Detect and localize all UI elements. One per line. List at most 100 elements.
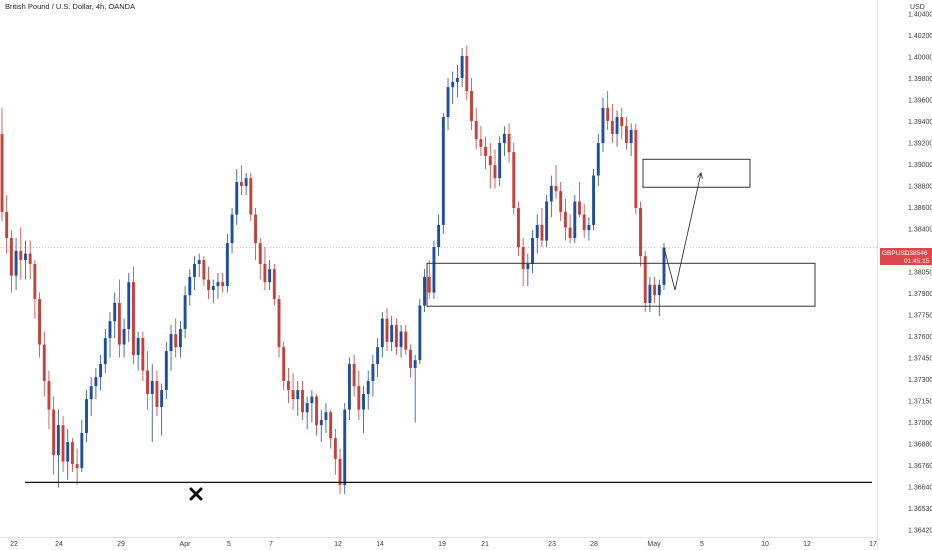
time-tick-label: 17 bbox=[869, 541, 877, 548]
candle bbox=[484, 136, 488, 170]
projection-arrow[interactable] bbox=[663, 171, 703, 291]
candle bbox=[150, 364, 154, 443]
price-tick-label: 1.37300 bbox=[908, 377, 932, 384]
candle bbox=[657, 279, 661, 316]
time-tick-label: 12 bbox=[334, 541, 342, 548]
candle bbox=[207, 266, 211, 300]
candle bbox=[634, 123, 638, 215]
candle bbox=[38, 292, 42, 358]
price-tick-label: 1.38800 bbox=[908, 184, 932, 191]
candle bbox=[380, 312, 384, 358]
candle bbox=[535, 214, 539, 254]
candle bbox=[19, 227, 23, 280]
candle bbox=[338, 448, 342, 495]
candle bbox=[531, 230, 534, 274]
candle bbox=[103, 328, 107, 374]
candle bbox=[301, 380, 304, 420]
candle bbox=[540, 208, 544, 248]
time-tick-label: 14 bbox=[376, 541, 384, 548]
candle bbox=[33, 260, 37, 319]
candle bbox=[629, 123, 633, 157]
candle bbox=[526, 253, 530, 287]
candle bbox=[117, 279, 121, 358]
price-tag-countdown: 01:45:15 bbox=[904, 258, 930, 265]
candle bbox=[578, 182, 581, 218]
price-tick-label: 1.37450 bbox=[908, 356, 932, 363]
candle bbox=[366, 370, 370, 410]
price-tick-label: 1.38600 bbox=[908, 205, 932, 212]
candle bbox=[28, 240, 32, 280]
candle bbox=[507, 123, 511, 163]
time-tick-label: 29 bbox=[117, 541, 125, 548]
candle bbox=[296, 380, 300, 417]
candle bbox=[615, 110, 619, 147]
candle bbox=[14, 237, 18, 290]
candle bbox=[568, 214, 572, 244]
candle bbox=[244, 172, 248, 196]
price-tick-label: 1.37600 bbox=[908, 334, 932, 341]
candle bbox=[329, 409, 333, 449]
price-tick-label: 1.36880 bbox=[908, 442, 932, 449]
candle bbox=[446, 78, 450, 131]
candle bbox=[610, 104, 614, 144]
candle bbox=[193, 256, 196, 290]
candle bbox=[559, 182, 563, 222]
candle bbox=[648, 276, 652, 313]
candle bbox=[643, 250, 647, 313]
time-tick-label: Apr bbox=[180, 541, 192, 548]
candle bbox=[606, 91, 610, 131]
candle bbox=[432, 240, 436, 300]
candle bbox=[385, 308, 389, 352]
candle bbox=[113, 292, 117, 339]
candle bbox=[653, 276, 657, 303]
candle bbox=[94, 367, 98, 400]
time-tick-label: 7 bbox=[269, 541, 273, 548]
candle bbox=[0, 107, 4, 222]
time-tick-label: 10 bbox=[761, 541, 769, 548]
candle bbox=[390, 315, 394, 352]
candle bbox=[282, 341, 286, 391]
candle bbox=[183, 286, 187, 339]
candle bbox=[305, 396, 309, 430]
candle bbox=[61, 416, 65, 472]
candle bbox=[404, 325, 408, 355]
lower-support-zone[interactable] bbox=[426, 262, 816, 307]
price-axis-ticks: 1.40400 1.40200 1.40000 1.39800 1.39600 1.394… bbox=[908, 12, 932, 535]
candle bbox=[47, 370, 51, 430]
price-tick-label: 1.36420 bbox=[908, 528, 932, 535]
time-tick-label: 21 bbox=[481, 541, 489, 548]
arrow-head-icon bbox=[696, 171, 703, 179]
candle bbox=[474, 107, 478, 150]
price-tick-label: 1.40000 bbox=[908, 55, 932, 62]
candle bbox=[80, 419, 84, 472]
candle bbox=[465, 45, 469, 101]
candle bbox=[221, 273, 225, 293]
candle bbox=[357, 370, 361, 420]
candle bbox=[554, 165, 558, 199]
candle bbox=[512, 143, 516, 215]
candle bbox=[160, 383, 164, 436]
price-tick-label: 1.38400 bbox=[908, 227, 932, 234]
candle bbox=[24, 240, 27, 280]
time-tick-label: 12 bbox=[803, 541, 811, 548]
candle bbox=[441, 113, 445, 235]
candle bbox=[235, 169, 239, 225]
candle bbox=[216, 273, 220, 300]
candle bbox=[399, 325, 403, 358]
time-tick-label: 5 bbox=[227, 541, 231, 548]
candle bbox=[352, 354, 356, 397]
price-tick-label: 1.40400 bbox=[908, 12, 932, 19]
time-axis-ticks: 22 24 29 Apr 5 7 12 14 19 21 23 28 May 5 10 12 17 bbox=[10, 541, 877, 548]
candle bbox=[272, 263, 276, 306]
time-tick-label: 5 bbox=[700, 541, 704, 548]
candle bbox=[455, 65, 459, 98]
candle bbox=[268, 260, 272, 290]
projection-path bbox=[663, 172, 702, 291]
upper-resistance-zone[interactable] bbox=[642, 158, 751, 188]
time-tick-label: 24 bbox=[55, 541, 63, 548]
candle bbox=[202, 256, 206, 287]
candle bbox=[155, 370, 159, 417]
candle bbox=[479, 126, 483, 157]
time-tick-label: 28 bbox=[590, 541, 598, 548]
